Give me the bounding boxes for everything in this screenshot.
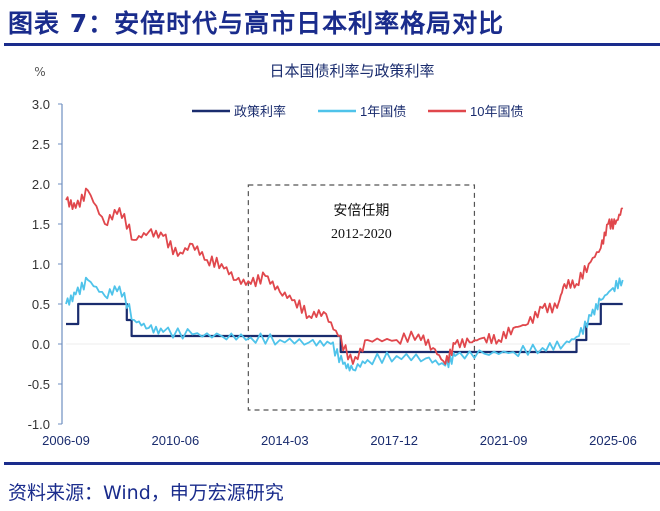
y-tick-label: -0.5 <box>28 377 50 392</box>
y-unit-label: % <box>34 65 45 79</box>
source-note: 资料来源：Wind，申万宏源研究 <box>8 482 284 504</box>
series-line-2 <box>65 187 624 365</box>
figure-title: 图表 7：安倍时代与高市日本利率格局对比 <box>8 9 505 38</box>
series-line-1 <box>65 276 624 372</box>
annotation-label: 安倍任期 <box>333 203 389 219</box>
legend-label: 1年国债 <box>360 104 406 119</box>
y-tick-label: -1.0 <box>28 417 50 432</box>
annotation-range: 2012-2020 <box>331 227 392 242</box>
x-tick-label: 2021-09 <box>480 433 528 448</box>
y-tick-label: 1.0 <box>32 257 50 272</box>
y-tick-label: 2.0 <box>32 177 50 192</box>
legend-label: 政策利率 <box>234 104 286 119</box>
x-tick-label: 2010-06 <box>152 433 200 448</box>
bottom-divider <box>4 462 660 465</box>
y-tick-label: 1.5 <box>32 217 50 232</box>
x-tick-label: 2006-09 <box>42 433 90 448</box>
y-tick-label: 2.5 <box>32 137 50 152</box>
y-tick-label: 0.0 <box>32 337 50 352</box>
x-tick-label: 2025-06 <box>589 433 637 448</box>
x-tick-label: 2017-12 <box>370 433 418 448</box>
y-tick-label: 3.0 <box>32 97 50 112</box>
series-line-0 <box>66 302 623 354</box>
x-tick-label: 2014-03 <box>261 433 309 448</box>
y-tick-label: 0.5 <box>32 297 50 312</box>
chart-title: 日本国债利率与政策利率 <box>269 63 434 80</box>
legend-label: 10年国债 <box>470 104 523 119</box>
top-divider <box>4 43 660 46</box>
